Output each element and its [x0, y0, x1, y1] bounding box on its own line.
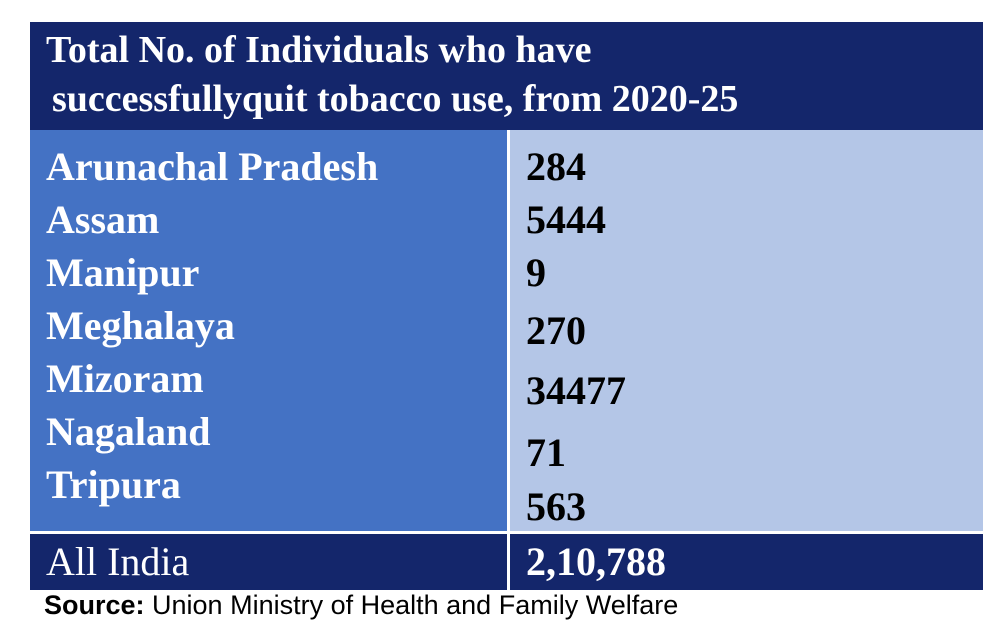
source-note: Source: Union Ministry of Health and Fam…	[44, 590, 678, 621]
state-name: Mizoram	[46, 356, 204, 401]
state-value: 5444	[526, 197, 606, 242]
state-value: 270	[526, 308, 586, 353]
state-value: 284	[526, 144, 586, 189]
state-name: Manipur	[46, 250, 200, 295]
values-column: 284 5444 9 270 34477 71 563	[510, 130, 983, 531]
table-title: Total No. of Individuals who have succes…	[30, 22, 983, 130]
state-value: 71	[526, 430, 566, 475]
title-line-2: successfullyquit tobacco use, from 2020-…	[52, 78, 739, 120]
total-value: 2,10,788	[526, 539, 666, 584]
state-value: 34477	[526, 368, 626, 413]
state-name: Nagaland	[46, 409, 211, 454]
total-row: All India 2,10,788	[30, 531, 983, 590]
state-name: Arunachal Pradesh	[46, 144, 379, 189]
state-name: Tripura	[46, 462, 181, 507]
state-name: Assam	[46, 197, 160, 242]
title-line-1: Total No. of Individuals who have	[46, 29, 592, 71]
source-label: Source:	[44, 590, 145, 620]
states-column: Arunachal Pradesh Assam Manipur Meghalay…	[30, 130, 510, 531]
state-name: Meghalaya	[46, 303, 235, 348]
state-value: 9	[526, 250, 546, 295]
source-text: Union Ministry of Health and Family Welf…	[144, 590, 679, 620]
total-label: All India	[30, 534, 510, 590]
state-value: 563	[526, 484, 586, 529]
data-table: Total No. of Individuals who have succes…	[30, 22, 983, 590]
table-body: Arunachal Pradesh Assam Manipur Meghalay…	[30, 130, 983, 531]
